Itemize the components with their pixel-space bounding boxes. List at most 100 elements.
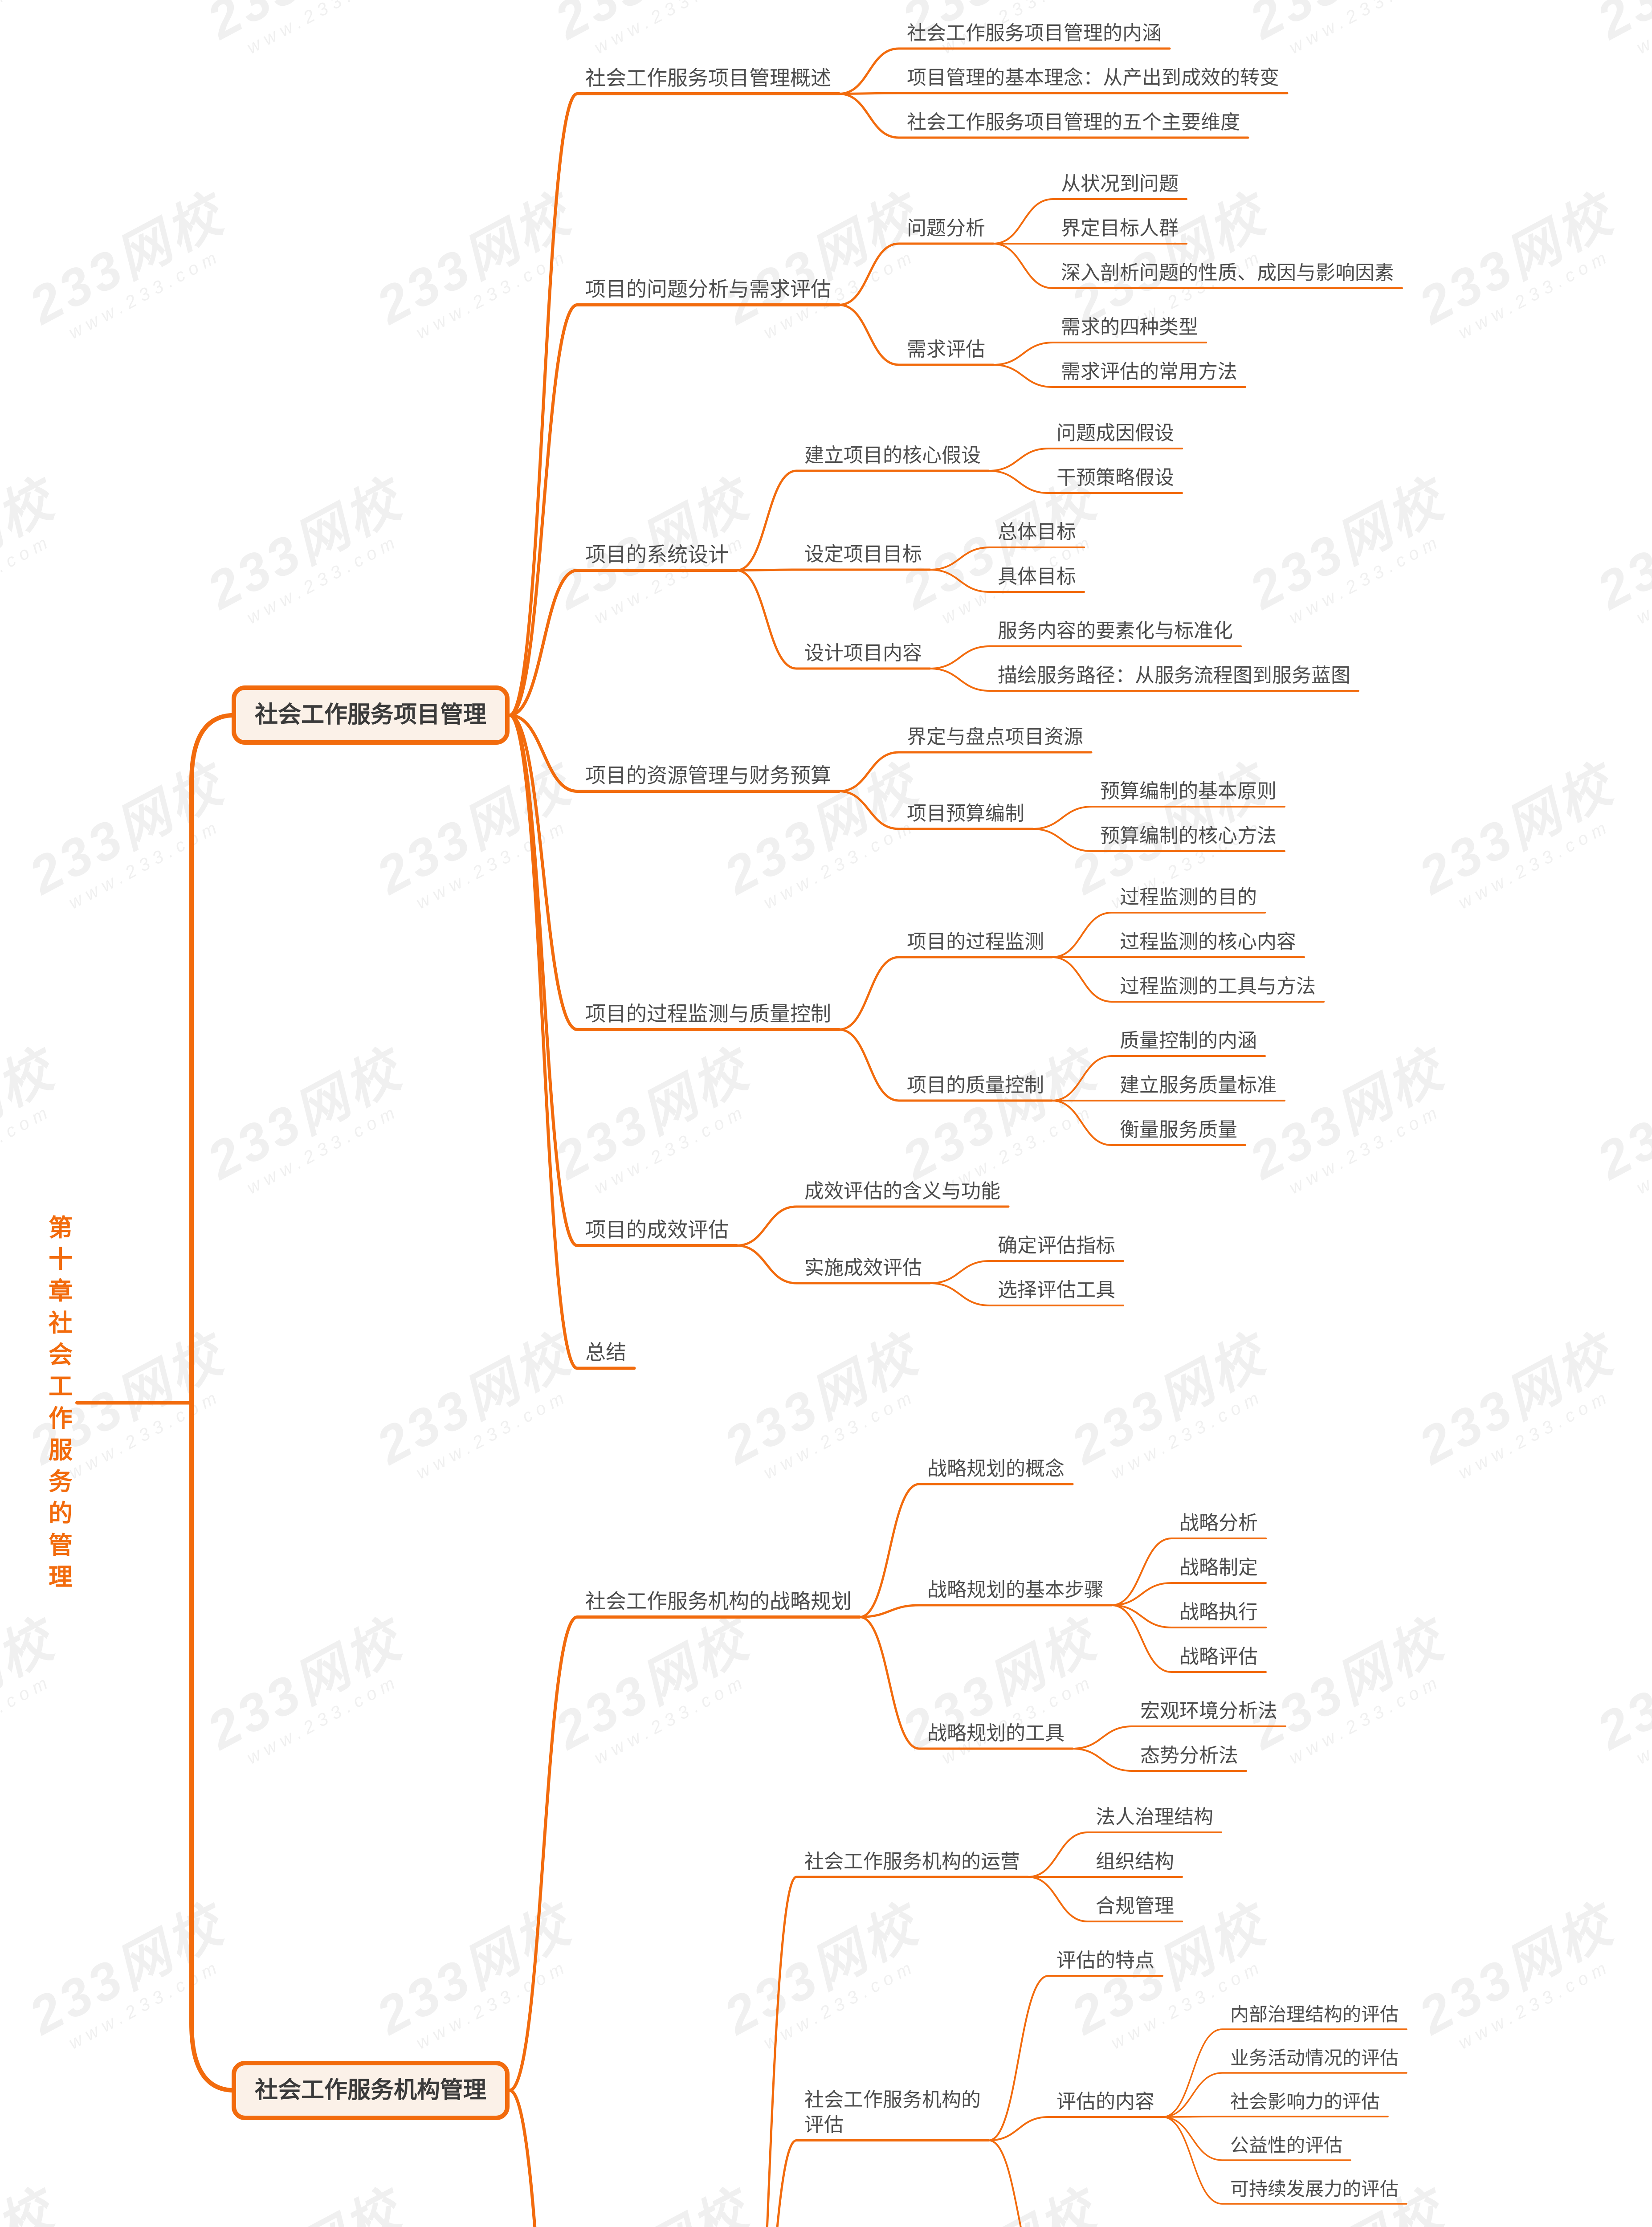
topic-node[interactable]: 选择评估工具 xyxy=(998,1279,1115,1301)
topic-node[interactable]: 社会影响力的评估 xyxy=(1230,2091,1380,2112)
topic-node[interactable]: 社会工作服务项目管理概述 xyxy=(585,66,831,90)
branch-connector xyxy=(929,668,1359,692)
topic-node[interactable]: 需求评估的常用方法 xyxy=(1061,361,1237,383)
topic-node[interactable]: 需求的四种类型 xyxy=(1061,316,1198,338)
branch-connector xyxy=(1162,2072,1407,2118)
topic-node[interactable]: 社会工作服务项目管理的内涵 xyxy=(907,22,1162,44)
topic-node[interactable]: 项目的资源管理与财务预算 xyxy=(585,763,831,787)
topic-node[interactable]: 从状况到问题 xyxy=(1061,173,1179,195)
branch-connector xyxy=(992,364,1246,388)
topic-node[interactable]: 深入剖析问题的性质、成因与影响因素 xyxy=(1061,262,1394,284)
topic-node[interactable]: 合规管理 xyxy=(1096,1895,1174,1917)
branch-connector xyxy=(988,2139,1022,2227)
topic-node[interactable]: 描绘服务路径：从服务流程图到服务蓝图 xyxy=(998,665,1350,686)
branch-connector xyxy=(1111,1604,1267,1673)
branch-connector xyxy=(776,2139,990,2227)
topic-node[interactable]: 业务活动情况的评估 xyxy=(1230,2048,1399,2068)
branch-connector xyxy=(735,1205,1010,1247)
topic-node[interactable]: 问题成因假设 xyxy=(1056,422,1174,444)
topic-node[interactable]: 项目的成效评估 xyxy=(585,1218,729,1241)
topic-node[interactable]: 战略规划的工具 xyxy=(927,1722,1065,1744)
main-branch-node[interactable]: 社会工作服务项目管理 xyxy=(232,685,510,745)
branch-connector xyxy=(988,1975,1163,2141)
topic-node[interactable]: 战略规划的基本步骤 xyxy=(927,1579,1104,1601)
branch-connector xyxy=(838,242,995,306)
branch-connector xyxy=(838,751,1093,792)
branch-connector xyxy=(838,790,1034,830)
topic-node[interactable]: 确定评估指标 xyxy=(998,1235,1115,1256)
topic-node[interactable]: 过程监测的工具与方法 xyxy=(1120,975,1316,997)
branch-connector xyxy=(1111,1604,1267,1628)
branch-connector xyxy=(735,1244,931,1285)
topic-node[interactable]: 总结 xyxy=(585,1341,626,1364)
topic-node[interactable]: 实施成效评估 xyxy=(804,1257,922,1279)
topic-node[interactable]: 项目的过程监测与质量控制 xyxy=(585,1002,831,1025)
root-topic[interactable]: 第十章社会工作服务的管理 xyxy=(49,1214,73,1591)
topic-node[interactable]: 法人治理结构 xyxy=(1096,1806,1213,1828)
topic-node[interactable]: 问题分析 xyxy=(907,217,985,239)
topic-node[interactable]: 宏观环境分析法 xyxy=(1140,1700,1277,1722)
topic-node[interactable]: 需求评估 xyxy=(907,339,985,360)
topic-node[interactable]: 项目预算编制 xyxy=(907,803,1024,824)
topic-node[interactable]: 过程监测的目的 xyxy=(1120,886,1257,908)
topic-node[interactable]: 战略分析 xyxy=(1179,1512,1258,1534)
branch-connector xyxy=(735,469,990,571)
branch-connector xyxy=(1051,1100,1246,1146)
branch-connector xyxy=(508,714,636,1370)
topic-node[interactable]: 过程监测的核心内容 xyxy=(1120,931,1296,953)
topic-node[interactable]: 评估的特点 xyxy=(1056,1950,1154,1971)
branch-connector xyxy=(508,714,841,1031)
branch-connector xyxy=(858,1616,1074,1750)
branch-connector xyxy=(508,2088,537,2227)
branch-connector xyxy=(988,2116,1163,2141)
topic-node[interactable]: 可持续发展力的评估 xyxy=(1230,2178,1399,2199)
branch-connector xyxy=(508,92,841,717)
branch-connector xyxy=(508,569,738,717)
topic-node[interactable]: 项目管理的基本理念：从产出到成效的转变 xyxy=(907,67,1279,89)
branch-connector xyxy=(929,569,1085,593)
topic-node[interactable]: 社会工作服务机构的 评估 xyxy=(804,2088,981,2136)
topic-node[interactable]: 界定与盘点项目资源 xyxy=(907,726,1083,748)
topic-node[interactable]: 项目的问题分析与需求评估 xyxy=(585,277,831,301)
topic-node[interactable]: 组织结构 xyxy=(1096,1851,1174,1872)
topic-node[interactable]: 公益性的评估 xyxy=(1230,2135,1343,2156)
topic-node[interactable]: 干预策略假设 xyxy=(1056,467,1174,489)
topic-node[interactable]: 项目的系统设计 xyxy=(585,542,729,566)
topic-node[interactable]: 评估的内容 xyxy=(1056,2091,1154,2113)
topic-node[interactable]: 预算编制的核心方法 xyxy=(1100,825,1277,847)
topic-node[interactable]: 社会工作服务机构的运营 xyxy=(804,1851,1020,1872)
topic-node[interactable]: 质量控制的内涵 xyxy=(1120,1030,1257,1052)
topic-node[interactable]: 战略评估 xyxy=(1179,1646,1258,1668)
topic-node[interactable]: 社会工作服务项目管理的五个主要维度 xyxy=(907,111,1240,133)
topic-node[interactable]: 态势分析法 xyxy=(1140,1745,1238,1766)
topic-node[interactable]: 设定项目目标 xyxy=(804,543,922,565)
topic-node[interactable]: 内部治理结构的评估 xyxy=(1230,2004,1399,2025)
branch-connector xyxy=(929,547,1085,571)
branch-connector xyxy=(838,956,1053,1031)
topic-node[interactable]: 成效评估的含义与功能 xyxy=(804,1180,1000,1202)
topic-node[interactable]: 战略规划的概念 xyxy=(927,1458,1065,1480)
branch-connector xyxy=(766,1876,1029,2227)
branch-connector xyxy=(1027,1876,1183,1922)
branch-connector xyxy=(1162,2116,1407,2205)
topic-node[interactable]: 界定目标人群 xyxy=(1061,217,1179,239)
topic-node[interactable]: 建立项目的核心假设 xyxy=(804,445,981,466)
branch-connector xyxy=(838,1028,1053,1102)
branch-connector xyxy=(992,342,1207,366)
topic-node[interactable]: 总体目标 xyxy=(998,521,1076,543)
topic-node[interactable]: 战略制定 xyxy=(1179,1557,1258,1578)
branch-connector xyxy=(1162,2028,1407,2118)
topic-node[interactable]: 建立服务质量标准 xyxy=(1120,1074,1277,1096)
topic-node[interactable]: 具体目标 xyxy=(998,566,1076,587)
topic-node[interactable]: 服务内容的要素化与标准化 xyxy=(998,620,1233,642)
topic-node[interactable]: 预算编制的基本原则 xyxy=(1100,780,1277,802)
topic-node[interactable]: 设计项目内容 xyxy=(804,642,922,664)
main-branch-node[interactable]: 社会工作服务机构管理 xyxy=(232,2060,510,2120)
topic-node[interactable]: 战略执行 xyxy=(1179,1601,1258,1623)
branch-connector xyxy=(988,448,1183,472)
topic-node[interactable]: 社会工作服务机构的战略规划 xyxy=(585,1589,852,1613)
topic-node[interactable]: 项目的质量控制 xyxy=(907,1074,1044,1096)
topic-node[interactable]: 项目的过程监测 xyxy=(907,931,1044,953)
branch-connector xyxy=(735,568,931,571)
topic-node[interactable]: 衡量服务质量 xyxy=(1120,1119,1237,1141)
